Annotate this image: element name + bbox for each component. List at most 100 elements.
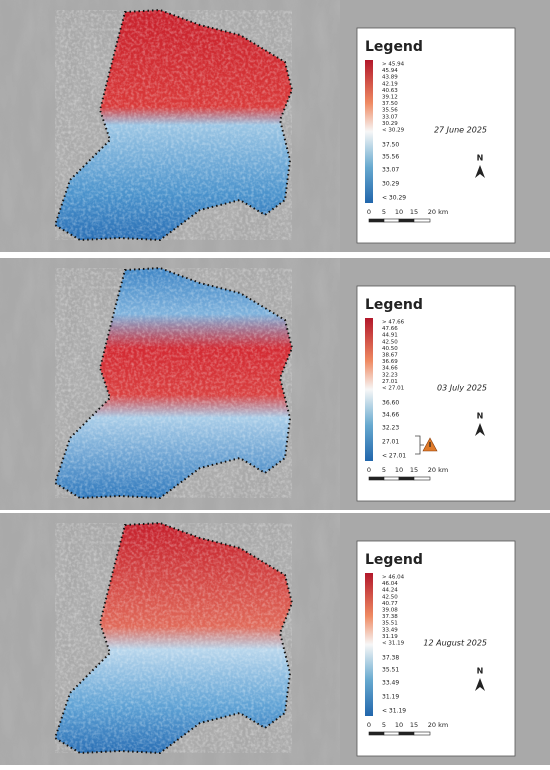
ramp-label: 40.77 [382, 601, 398, 607]
ramp-label: 44.91 [382, 333, 398, 339]
scale-bar [383, 218, 400, 223]
region-border [53, 8, 294, 242]
bar-label: 33.07 [382, 167, 399, 174]
warning-mark [429, 442, 431, 447]
north-arrow [475, 165, 485, 178]
scale-bar [383, 731, 400, 736]
region-texture [55, 268, 292, 498]
ramp-label: < 31.19 [382, 641, 405, 647]
legend-title: Legend [365, 39, 423, 55]
scale-label: 20 km [428, 721, 448, 729]
bar-label: 30.29 [382, 181, 399, 188]
scale-label: 5 [382, 466, 386, 474]
ramp-label: 35.56 [382, 108, 398, 114]
date: 03 July 2025 [437, 384, 487, 393]
legend-title: Legend [365, 552, 423, 568]
ramp-label: 39.08 [382, 608, 398, 614]
date: 12 August 2025 [423, 639, 487, 648]
bar-label: 37.50 [382, 142, 399, 149]
bar-label: 27.01 [382, 439, 399, 446]
ramp-label: 36.69 [382, 359, 398, 365]
ramp-label: 42.19 [382, 81, 398, 87]
scale-bar [413, 476, 431, 481]
scale-bar [368, 476, 385, 481]
map-panel: Legend> 45.9445.9443.8942.1940.6339.1237… [0, 0, 550, 252]
north-arrow [475, 423, 485, 436]
ramp-label: 35.51 [382, 621, 398, 627]
color-ramp [365, 318, 373, 461]
bar-label: 34.66 [382, 412, 399, 419]
scale-bar [368, 218, 385, 223]
scale-label: 0 [367, 208, 371, 216]
bar-label: < 31.19 [382, 708, 406, 715]
ramp-label: 45.94 [382, 68, 398, 74]
scale-label: 5 [382, 721, 386, 729]
legend-title: Legend [365, 297, 423, 313]
ramp-label: < 30.29 [382, 128, 405, 134]
map-panel: Legend> 47.6647.6644.9142.5040.5038.6736… [0, 258, 550, 510]
scale-bar [413, 731, 431, 736]
scale-bar [398, 476, 415, 481]
ramp-label: 39.12 [382, 95, 398, 101]
scale-label: 15 [410, 466, 418, 474]
scale-label: 0 [367, 466, 371, 474]
ramp-label: > 47.66 [382, 320, 405, 326]
scale-bar [368, 731, 385, 736]
ramp-label: 34.66 [382, 366, 398, 372]
scale-bar [398, 218, 415, 223]
ramp-label: < 27.01 [382, 386, 404, 392]
region-texture [55, 10, 292, 240]
scale-label: 10 [395, 466, 403, 474]
bar-label: < 27.01 [382, 453, 406, 460]
scale-label: 20 km [428, 466, 448, 474]
north-label: N [477, 667, 484, 676]
region-texture [55, 523, 292, 753]
bracket [415, 435, 424, 455]
ramp-label: 30.29 [382, 121, 398, 127]
ramp-label: 31.19 [382, 634, 398, 640]
region-border [53, 521, 294, 755]
scale-label: 20 km [428, 208, 448, 216]
ramp-label: 47.66 [382, 326, 398, 332]
ramp-label: 27.01 [382, 379, 398, 385]
color-ramp [365, 60, 373, 203]
ramp-label: 44.24 [382, 588, 398, 594]
bar-label: 37.38 [382, 655, 399, 662]
ramp-label: 37.50 [382, 101, 398, 107]
scale-bar [383, 476, 400, 481]
ramp-label: > 45.94 [382, 62, 405, 68]
region-border [53, 266, 294, 500]
ramp-label: 33.07 [382, 114, 398, 120]
map-panel: Legend> 46.0446.0444.2442.5040.7739.0837… [0, 513, 550, 765]
color-ramp [365, 573, 373, 716]
scale-label: 0 [367, 721, 371, 729]
scale-label: 15 [410, 208, 418, 216]
ramp-label: > 46.04 [382, 575, 405, 581]
ramp-label: 46.04 [382, 581, 398, 587]
legend-box [356, 285, 516, 502]
bar-label: 32.23 [382, 425, 399, 432]
scale-bar [398, 731, 415, 736]
ramp-label: 43.89 [382, 75, 398, 81]
north-arrow [475, 678, 485, 691]
legend-box [356, 27, 516, 244]
bar-label: 33.49 [382, 680, 399, 687]
bar-label: < 30.29 [382, 195, 406, 202]
bar-label: 36.60 [382, 400, 399, 407]
ramp-label: 32.23 [382, 372, 398, 378]
scale-label: 5 [382, 208, 386, 216]
bar-label: 31.19 [382, 694, 399, 701]
ramp-label: 38.67 [382, 353, 398, 359]
ramp-label: 33.49 [382, 627, 398, 633]
ramp-label: 37.38 [382, 614, 398, 620]
ramp-label: 40.50 [382, 346, 398, 352]
scale-bar [413, 218, 431, 223]
ramp-label: 42.50 [382, 594, 398, 600]
legend-box [356, 540, 516, 757]
bar-label: 35.51 [382, 667, 399, 674]
scale-label: 10 [395, 208, 403, 216]
ramp-label: 42.50 [382, 339, 398, 345]
scale-label: 15 [410, 721, 418, 729]
ramp-label: 40.63 [382, 88, 398, 94]
scale-label: 10 [395, 721, 403, 729]
